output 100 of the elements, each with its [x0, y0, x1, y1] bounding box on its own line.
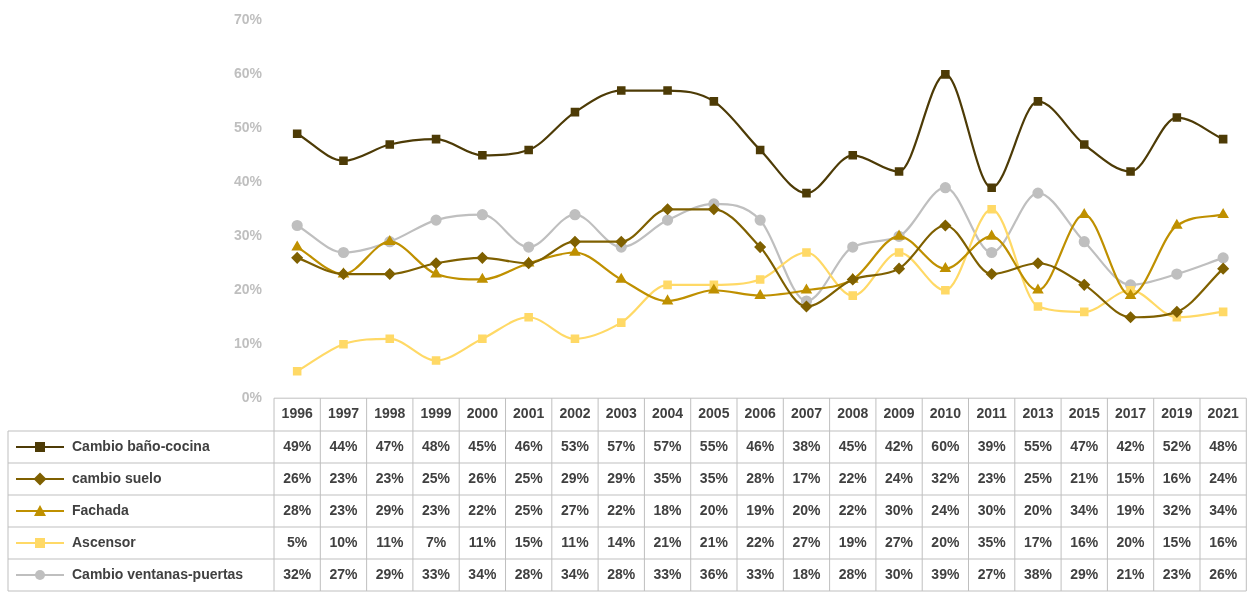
data-label: 29%	[1070, 565, 1099, 582]
data-label: 45%	[838, 437, 868, 454]
legend-label: Cambio ventanas-puertas	[72, 565, 244, 582]
data-label: 57%	[607, 437, 636, 454]
data-label: 20%	[792, 501, 822, 518]
x-tick-label: 2008	[837, 405, 869, 422]
data-label: 28%	[283, 501, 312, 518]
data-label: 33%	[653, 565, 683, 582]
data-label: 39%	[977, 437, 1007, 454]
data-label: 32%	[931, 469, 960, 486]
data-label: 29%	[375, 565, 405, 582]
data-label: 22%	[746, 533, 775, 550]
y-tick-label: 10%	[233, 335, 263, 352]
data-label: 19%	[838, 533, 868, 550]
x-tick-label: 2010	[929, 405, 962, 422]
x-tick-label: 1997	[327, 405, 360, 422]
data-label: 7%	[425, 533, 447, 550]
data-label: 29%	[375, 501, 405, 518]
data-label: 27%	[329, 565, 359, 582]
data-label: 46%	[746, 437, 775, 454]
data-label: 23%	[329, 501, 359, 518]
data-label: 47%	[375, 437, 405, 454]
data-label: 38%	[1023, 565, 1053, 582]
data-label: 30%	[885, 501, 914, 518]
legend-label: Ascensor	[72, 533, 137, 550]
data-label: 10%	[329, 533, 359, 550]
data-label: 5%	[287, 533, 308, 550]
x-tick-label: 1998	[374, 405, 406, 422]
data-label: 28%	[746, 469, 775, 486]
legend-label: cambio suelo	[72, 469, 162, 486]
data-label: 29%	[560, 469, 590, 486]
x-tick-label: 2017	[1114, 405, 1147, 422]
data-label: 20%	[699, 501, 729, 518]
data-label: 57%	[653, 437, 683, 454]
x-tick-label: 1996	[281, 405, 313, 422]
x-tick-label: 2009	[883, 405, 915, 422]
data-label: 11%	[376, 533, 404, 550]
data-label: 26%	[1209, 565, 1238, 582]
data-label: 28%	[514, 565, 544, 582]
data-label: 44%	[329, 437, 359, 454]
data-label: 26%	[468, 469, 497, 486]
x-tick-label: 2011	[976, 405, 1008, 422]
data-label: 32%	[283, 565, 312, 582]
data-label: 21%	[1070, 469, 1099, 486]
data-label: 21%	[699, 533, 729, 550]
data-label: 35%	[977, 533, 1007, 550]
x-tick-label: 2005	[698, 405, 730, 422]
data-label: 45%	[468, 437, 497, 454]
x-tick-label: 2021	[1207, 405, 1239, 422]
x-tick-label: 2000	[466, 405, 499, 422]
data-label: 39%	[931, 565, 960, 582]
data-label: 33%	[422, 565, 451, 582]
data-label: 24%	[931, 501, 960, 518]
data-label: 36%	[699, 565, 729, 582]
data-label: 48%	[1209, 437, 1238, 454]
data-label: 34%	[1070, 501, 1099, 518]
data-label: 48%	[422, 437, 451, 454]
data-label: 24%	[885, 469, 914, 486]
data-label: 29%	[607, 469, 636, 486]
data-label: 28%	[838, 565, 868, 582]
data-label: 42%	[885, 437, 914, 454]
data-label: 11%	[468, 533, 497, 550]
data-label: 47%	[1070, 437, 1099, 454]
data-label: 22%	[838, 469, 868, 486]
data-label: 23%	[375, 469, 405, 486]
data-label: 28%	[607, 565, 636, 582]
data-label: 27%	[885, 533, 914, 550]
x-tick-label: 2001	[513, 405, 545, 422]
data-label: 16%	[1209, 533, 1238, 550]
y-tick-label: 0%	[241, 389, 263, 406]
data-label: 16%	[1070, 533, 1099, 550]
data-label: 52%	[1162, 437, 1192, 454]
data-label: 22%	[838, 501, 868, 518]
data-label: 53%	[560, 437, 590, 454]
data-label: 16%	[1162, 469, 1192, 486]
data-label: 18%	[792, 565, 822, 582]
data-label: 34%	[560, 565, 590, 582]
data-label: 34%	[468, 565, 497, 582]
legend-label: Cambio baño-cocina	[72, 437, 210, 454]
data-label: 21%	[653, 533, 683, 550]
data-label: 25%	[514, 501, 544, 518]
data-label: 15%	[1116, 469, 1146, 486]
data-label: 30%	[885, 565, 914, 582]
data-label: 22%	[607, 501, 636, 518]
y-tick-label: 30%	[233, 227, 263, 244]
data-label: 60%	[931, 437, 960, 454]
y-tick-label: 20%	[233, 281, 263, 298]
data-label: 17%	[1023, 533, 1053, 550]
data-label: 15%	[1162, 533, 1192, 550]
data-label: 21%	[1116, 565, 1146, 582]
data-label: 20%	[1023, 501, 1053, 518]
data-label: 18%	[653, 501, 683, 518]
data-label: 23%	[422, 501, 451, 518]
data-label: 35%	[653, 469, 683, 486]
data-label: 27%	[977, 565, 1007, 582]
y-tick-label: 50%	[233, 119, 263, 136]
data-label: 34%	[1209, 501, 1238, 518]
data-label: 19%	[1116, 501, 1146, 518]
x-tick-label: 2007	[790, 405, 823, 422]
data-label: 35%	[699, 469, 729, 486]
